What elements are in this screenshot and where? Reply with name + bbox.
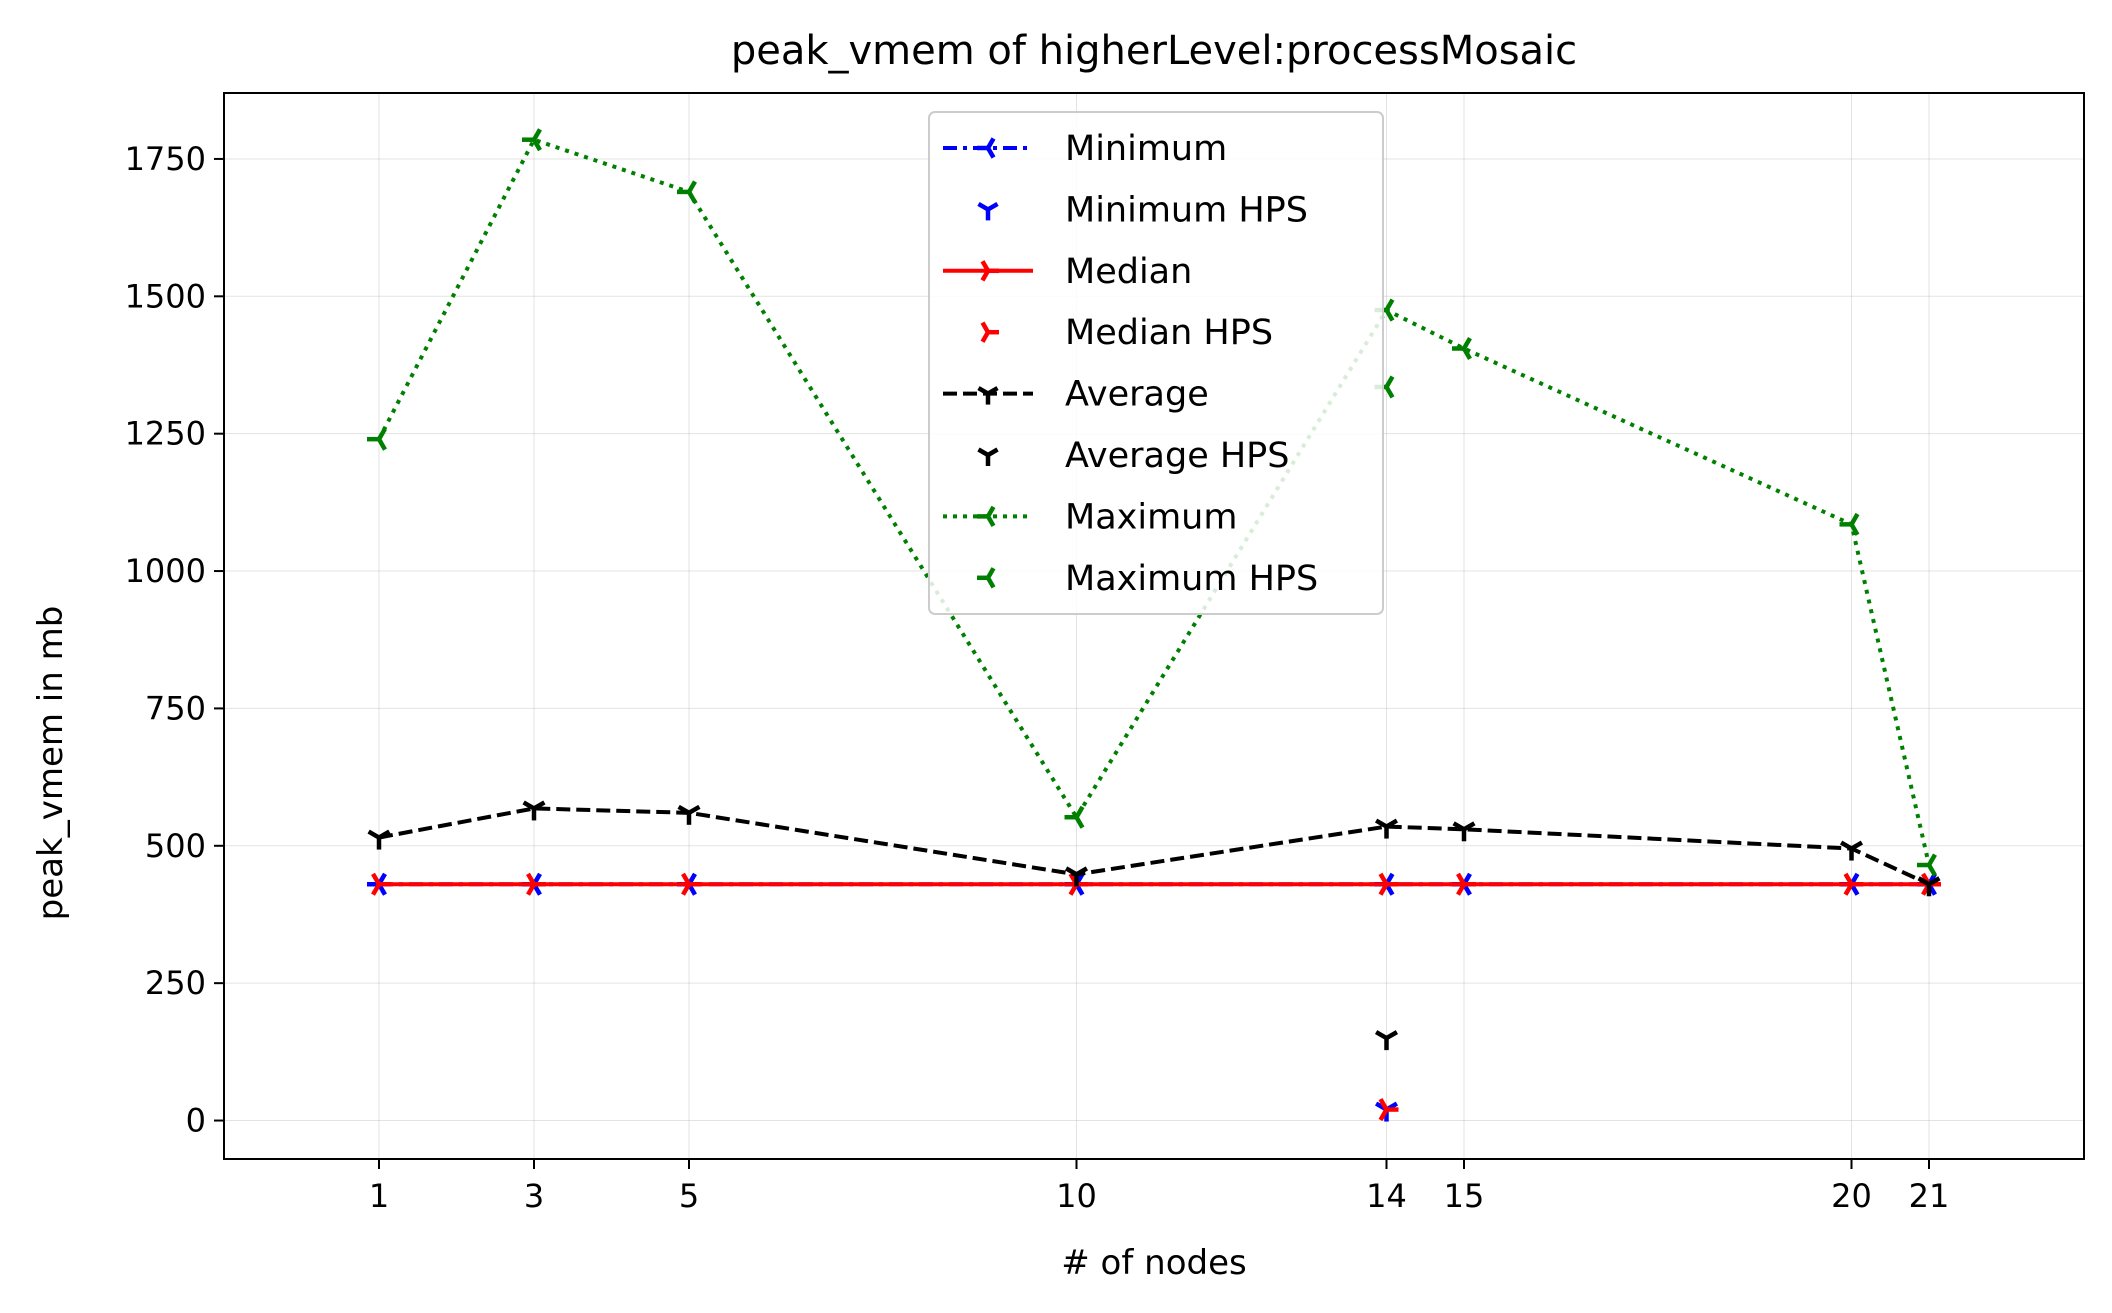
x-tick-label: 14 [1366,1177,1407,1215]
legend-label: Average HPS [1065,436,1290,476]
legend-marker [977,447,999,466]
data-point-maximum [1917,853,1937,877]
legend-item-median-hps: Median HPS [980,313,1273,353]
x-tick-label: 5 [679,1177,699,1215]
legend-marker [980,260,999,282]
data-point-median [681,872,701,896]
plot-frame [223,92,2085,1160]
axes: 1 3 5 10 14 15 20 21 0 250 500 750 1000 1250 1500 1750 [125,140,1950,1215]
series-median-hps [1378,1098,1399,1122]
y-tick-label: 250 [145,964,206,1002]
series-average-hps [1374,1030,1399,1051]
legend-marker [980,321,999,343]
series-line-average [378,806,1930,887]
y-tick-label: 1000 [125,552,206,590]
legend-item-minimum-hps: Minimum HPS [977,190,1308,230]
x-axis-title: # of nodes [1061,1243,1246,1283]
y-tick-label: 750 [145,689,206,727]
data-point-median [371,872,391,896]
y-axis-title: peak_vmem in mb [31,606,71,921]
data-point-median [1843,872,1864,896]
legend-item-maximum-hps: Maximum HPS [977,559,1318,599]
data-point-median [1456,872,1476,896]
data-point-average [1917,876,1941,897]
data-point-maximum [1452,336,1472,361]
data-point-average [1452,821,1476,842]
series-average [367,800,1941,897]
legend-label: Median HPS [1065,313,1273,353]
data-point-average [367,829,391,850]
legend-label: Maximum HPS [1065,559,1318,599]
x-tick-label: 21 [1909,1177,1950,1215]
data-point-average [677,804,701,825]
data-point-average-hps [1374,1030,1399,1051]
legend-marker [977,567,996,589]
legend-label: Average [1065,375,1209,415]
x-tick-label: 20 [1831,1177,1872,1215]
data-point-average [1374,818,1399,839]
legend-item-median: Median [943,252,1192,292]
data-point-maximum [1064,805,1085,829]
legend-label: Maximum [1065,497,1237,537]
y-tick-label: 500 [145,827,206,865]
x-tick-label: 1 [369,1177,389,1215]
legend-label: Median [1065,252,1192,292]
data-point-maximum [677,180,697,204]
data-point-median [526,872,546,896]
legend-item-average-hps: Average HPS [977,436,1290,476]
chart-title: peak_vmem of higherLevel:processMosaic [731,28,1577,74]
data-point-maximum [522,128,542,152]
legend-marker [977,505,996,528]
x-tick-label: 3 [524,1177,544,1215]
legend-label: Minimum HPS [1065,190,1308,230]
y-tick-label: 0 [186,1102,206,1140]
data-point-average [1839,840,1864,861]
legend: Minimum Minimum HPS Median Median HPS Averag… [928,111,1384,615]
legend-box [928,111,1384,615]
data-point-maximum [367,427,387,451]
data-point-average [1064,866,1089,887]
legend-item-average: Average [943,375,1209,415]
data-point-median-hps [1378,1098,1399,1122]
x-tick-label: 10 [1056,1177,1097,1215]
legend-marker [977,386,999,405]
legend-item-maximum: Maximum [943,497,1237,537]
x-tick-label: 15 [1444,1177,1485,1215]
data-point-median [1378,872,1399,896]
y-tick-label: 1500 [125,277,206,315]
y-tick-label: 1250 [125,415,206,453]
legend-marker [977,137,996,159]
series-median [371,872,1941,896]
y-tick-label: 1750 [125,140,206,178]
legend-marker [977,201,999,221]
data-point-maximum [1839,512,1860,536]
legend-label: Minimum [1065,129,1227,169]
legend-item-minimum: Minimum [943,129,1227,169]
data-point-average [522,800,546,821]
